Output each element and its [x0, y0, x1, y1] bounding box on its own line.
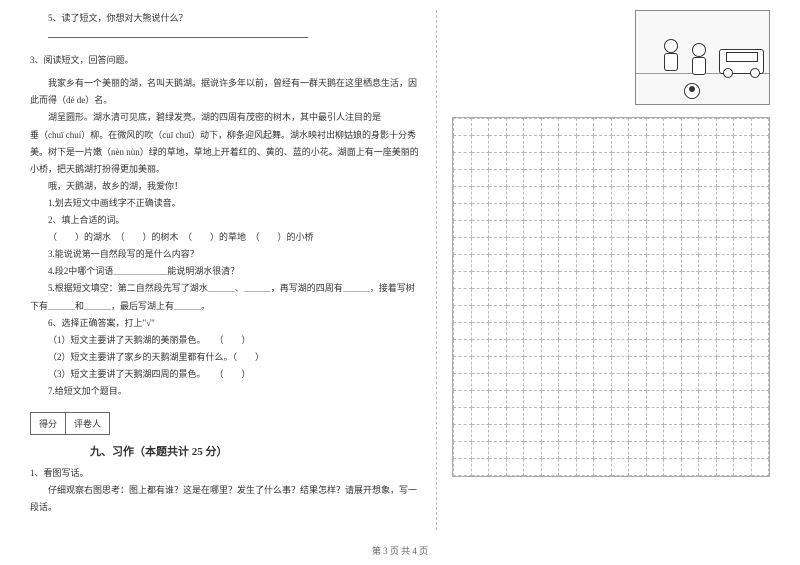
- page-container: 5、读了短文，你想对大熊说什么？ 3、阅读短文，回答问题。 我家乡有一个美丽的湖…: [0, 0, 800, 530]
- sub-question-2-blanks: （ ）的湖水 （ ）的树木 （ ）的草地 （ ）的小桥: [30, 229, 421, 246]
- scene-illustration: [635, 10, 770, 105]
- question-5: 5、读了短文，你想对大熊说什么？: [30, 10, 421, 27]
- sub-question-6: 6、选择正确答案，打上"√": [30, 315, 421, 332]
- sub-question-6-1: （1）短文主要讲了天鹅湖的美丽景色。 （ ）: [30, 332, 421, 349]
- sub-question-2: 2、填上合适的词。: [30, 212, 421, 229]
- writing-grid: [452, 117, 770, 477]
- car-icon: [719, 49, 764, 74]
- sub-question-3: 3.能说说第一自然段写的是什么内容？: [30, 246, 421, 263]
- question-3-header: 3、阅读短文，回答问题。: [30, 52, 421, 69]
- left-column: 5、读了短文，你想对大熊说什么？ 3、阅读短文，回答问题。 我家乡有一个美丽的湖…: [30, 10, 437, 530]
- sub-question-6-3: （3）短文主要讲了天鹅湖四周的景色。 （ ）: [30, 366, 421, 383]
- page-footer: 第 3 页 共 4 页: [0, 544, 800, 557]
- car-window-icon: [726, 52, 758, 62]
- child-2-icon: [686, 43, 711, 83]
- score-label: 得分: [30, 412, 66, 435]
- passage-para2a: 湖呈圆形。湖水清可见底，碧绿发亮。湖的四周有茂密的树木，其中最引人注目的是: [30, 109, 421, 126]
- passage-para1: 我家乡有一个美丽的湖，名叫天鹅湖。据说许多年以前，曾经有一群天鹅在这里栖息生活，…: [30, 75, 421, 109]
- sub-question-6-2: （2）短文主要讲了家乡的天鹅湖里都有什么。（ ）: [30, 349, 421, 366]
- passage-para2b: 垂（chuī chuí）柳。在微风的吹（cuī chuī）动下，柳条迎风起舞。湖…: [30, 127, 421, 178]
- sub-question-7: 7.给短文加个题目。: [30, 383, 421, 400]
- q5-answer-line: [30, 27, 421, 44]
- grid-table: [453, 118, 769, 476]
- section-9-title: 九、习作（本题共计 25 分）: [90, 443, 421, 459]
- writing-hint: 仔细观察右图思考：图上都有谁？这是在哪里？发生了什么事？结果怎样？请展开想象，写…: [30, 482, 421, 516]
- grader-label: 评卷人: [65, 412, 110, 435]
- passage-para3: 哦，天鹅湖，故乡的湖，我爱你！: [30, 178, 421, 195]
- writing-question: 1、看图写话。: [30, 465, 421, 482]
- sub-question-4: 4.段2中哪个词语＿＿＿＿＿＿能说明湖水很清？: [30, 263, 421, 280]
- child-1-icon: [658, 39, 683, 79]
- sub-question-1: 1.划去短文中画线字不正确读音。: [30, 195, 421, 212]
- ball-icon: [684, 83, 700, 99]
- sub-question-5: 5.根据短文填空：第二自然段先写了湖水＿＿＿、＿＿＿，再写湖的四周有＿＿＿，接着…: [30, 280, 421, 314]
- score-box: 得分 评卷人: [30, 412, 421, 435]
- right-column: [437, 10, 770, 530]
